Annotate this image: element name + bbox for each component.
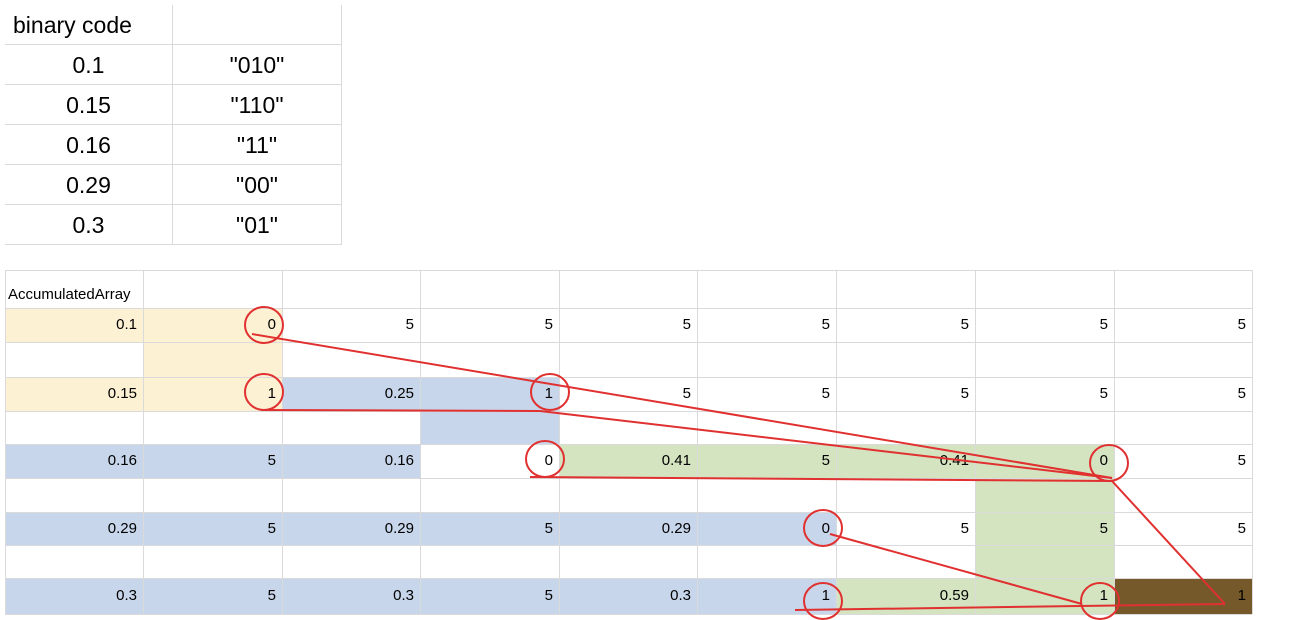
array-cell: 1 [1099,587,1108,604]
grid-hline [5,444,1252,445]
grid-vline [836,270,837,614]
highlight-yellow [5,308,143,342]
array-cell: 1 [544,385,553,402]
array-cell: 0.3 [393,587,414,604]
array-cell: 0 [544,452,553,469]
code-cell: "01" [173,205,342,245]
array-cell: 0.16 [384,452,414,469]
grid-vline [1252,270,1253,614]
prob-cell: 0.1 [5,45,173,85]
path-annotation [1111,480,1226,605]
code-cell: "00" [173,165,342,205]
array-cell: 5 [1237,316,1246,333]
array-cell: 5 [1099,520,1108,537]
array-cell: 0 [267,316,276,333]
array-cell: 5 [1237,385,1246,402]
array-cell: 0.3 [116,587,137,604]
prob-cell: 0.16 [5,125,173,165]
array-cell: 5 [405,316,414,333]
array-cell: 0 [821,520,830,537]
highlight-yellow [5,377,143,411]
path-annotation [829,533,1083,605]
grid-vline [559,270,560,614]
grid-vline [1114,270,1115,614]
grid-hline [5,308,1252,309]
code-cell: "110" [173,85,342,125]
array-cell: 0.25 [384,385,414,402]
grid-vline [975,270,976,614]
grid-hline [5,377,1252,378]
grid-hline [5,512,1252,513]
array-cell: 5 [1237,520,1246,537]
array-cell: 0 [1099,452,1108,469]
array-cell: 1 [267,385,276,402]
array-cell: 5 [1099,385,1108,402]
path-annotation [529,476,1113,482]
grid-hline [5,545,1252,546]
array-cell: 5 [267,452,276,469]
grid-vline [697,270,698,614]
path-annotation [251,333,1113,479]
array-cell: 0.29 [384,520,414,537]
accumulated-array-label: AccumulatedArray [8,286,131,303]
highlight-green [975,478,1114,578]
array-cell: 0.1 [116,316,137,333]
circle-annotation [244,373,284,411]
array-cell: 0.41 [661,452,691,469]
array-cell: 5 [821,452,830,469]
array-cell: 5 [960,316,969,333]
grid-hline [5,614,1252,615]
array-cell: 5 [821,385,830,402]
array-cell: 5 [821,316,830,333]
grid-vline [420,270,421,614]
grid-hline [5,578,1252,579]
array-cell: 0.3 [670,587,691,604]
array-cell: 1 [821,587,830,604]
array-cell: 5 [960,520,969,537]
array-cell: 5 [267,520,276,537]
array-cell: 0.29 [661,520,691,537]
binary-code-header: binary code [5,5,173,45]
array-cell: 0.59 [939,587,969,604]
array-cell: 5 [544,587,553,604]
code-cell: "11" [173,125,342,165]
circle-annotation [244,306,284,344]
array-cell: 5 [682,385,691,402]
circle-annotation [803,509,843,547]
path-annotation [794,603,1226,611]
highlight-yellow [143,308,282,411]
circle-annotation [530,373,570,411]
path-annotation [261,409,541,412]
array-cell: 1 [1237,587,1246,604]
array-cell: 0.15 [107,385,137,402]
prob-cell: 0.3 [5,205,173,245]
path-annotation [539,410,1113,479]
highlight-blue [5,444,420,478]
grid-hline [5,270,1252,271]
array-cell: 5 [544,316,553,333]
array-cell: 5 [1237,452,1246,469]
prob-cell: 0.15 [5,85,173,125]
highlight-dark [1114,578,1252,614]
grid-hline [5,411,1252,412]
grid-vline [282,270,283,614]
array-cell: 5 [960,385,969,402]
array-cell: 5 [1099,316,1108,333]
code-cell: "010" [173,45,342,85]
array-cell: 5 [682,316,691,333]
array-cell: 0.16 [107,452,137,469]
grid-vline [5,270,6,614]
circle-annotation [525,440,565,478]
array-cell: 5 [267,587,276,604]
circle-annotation [1080,582,1120,620]
binary-code-header-empty [173,5,342,45]
grid-vline [143,270,144,614]
circle-annotation [803,582,843,620]
grid-hline [5,342,1252,343]
array-cell: 0.29 [107,520,137,537]
array-cell: 5 [544,520,553,537]
prob-cell: 0.29 [5,165,173,205]
highlight-blue [420,411,559,444]
